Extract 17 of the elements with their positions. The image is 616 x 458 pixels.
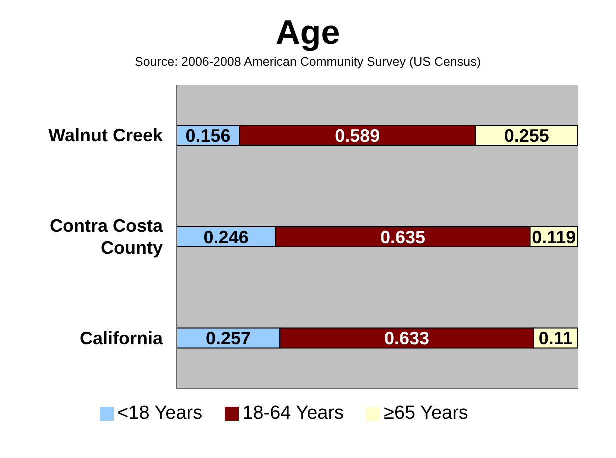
- y-tick-label: Walnut Creek: [48, 126, 164, 146]
- legend-label: 18-64 Years: [242, 403, 344, 424]
- chart-subtitle: Source: 2006-2008 American Community Survey (US Census): [134, 55, 482, 69]
- data-label: 0.119: [532, 227, 576, 248]
- data-label: 0.156: [186, 126, 231, 146]
- y-tick-label: California: [80, 328, 164, 348]
- data-label: 0.589: [335, 126, 380, 146]
- data-label: 0.255: [504, 126, 550, 146]
- data-label: 0.635: [380, 227, 426, 248]
- legend-label: ≥65 Years: [384, 403, 468, 424]
- data-label: 0.11: [538, 328, 573, 349]
- data-label: 0.246: [204, 227, 249, 248]
- chart-title: Age: [274, 14, 342, 53]
- data-label: 0.633: [384, 328, 430, 349]
- y-tick-label: Contra Costa County: [50, 216, 164, 258]
- data-label: 0.257: [206, 328, 252, 349]
- legend-label: <18 Years: [118, 403, 203, 424]
